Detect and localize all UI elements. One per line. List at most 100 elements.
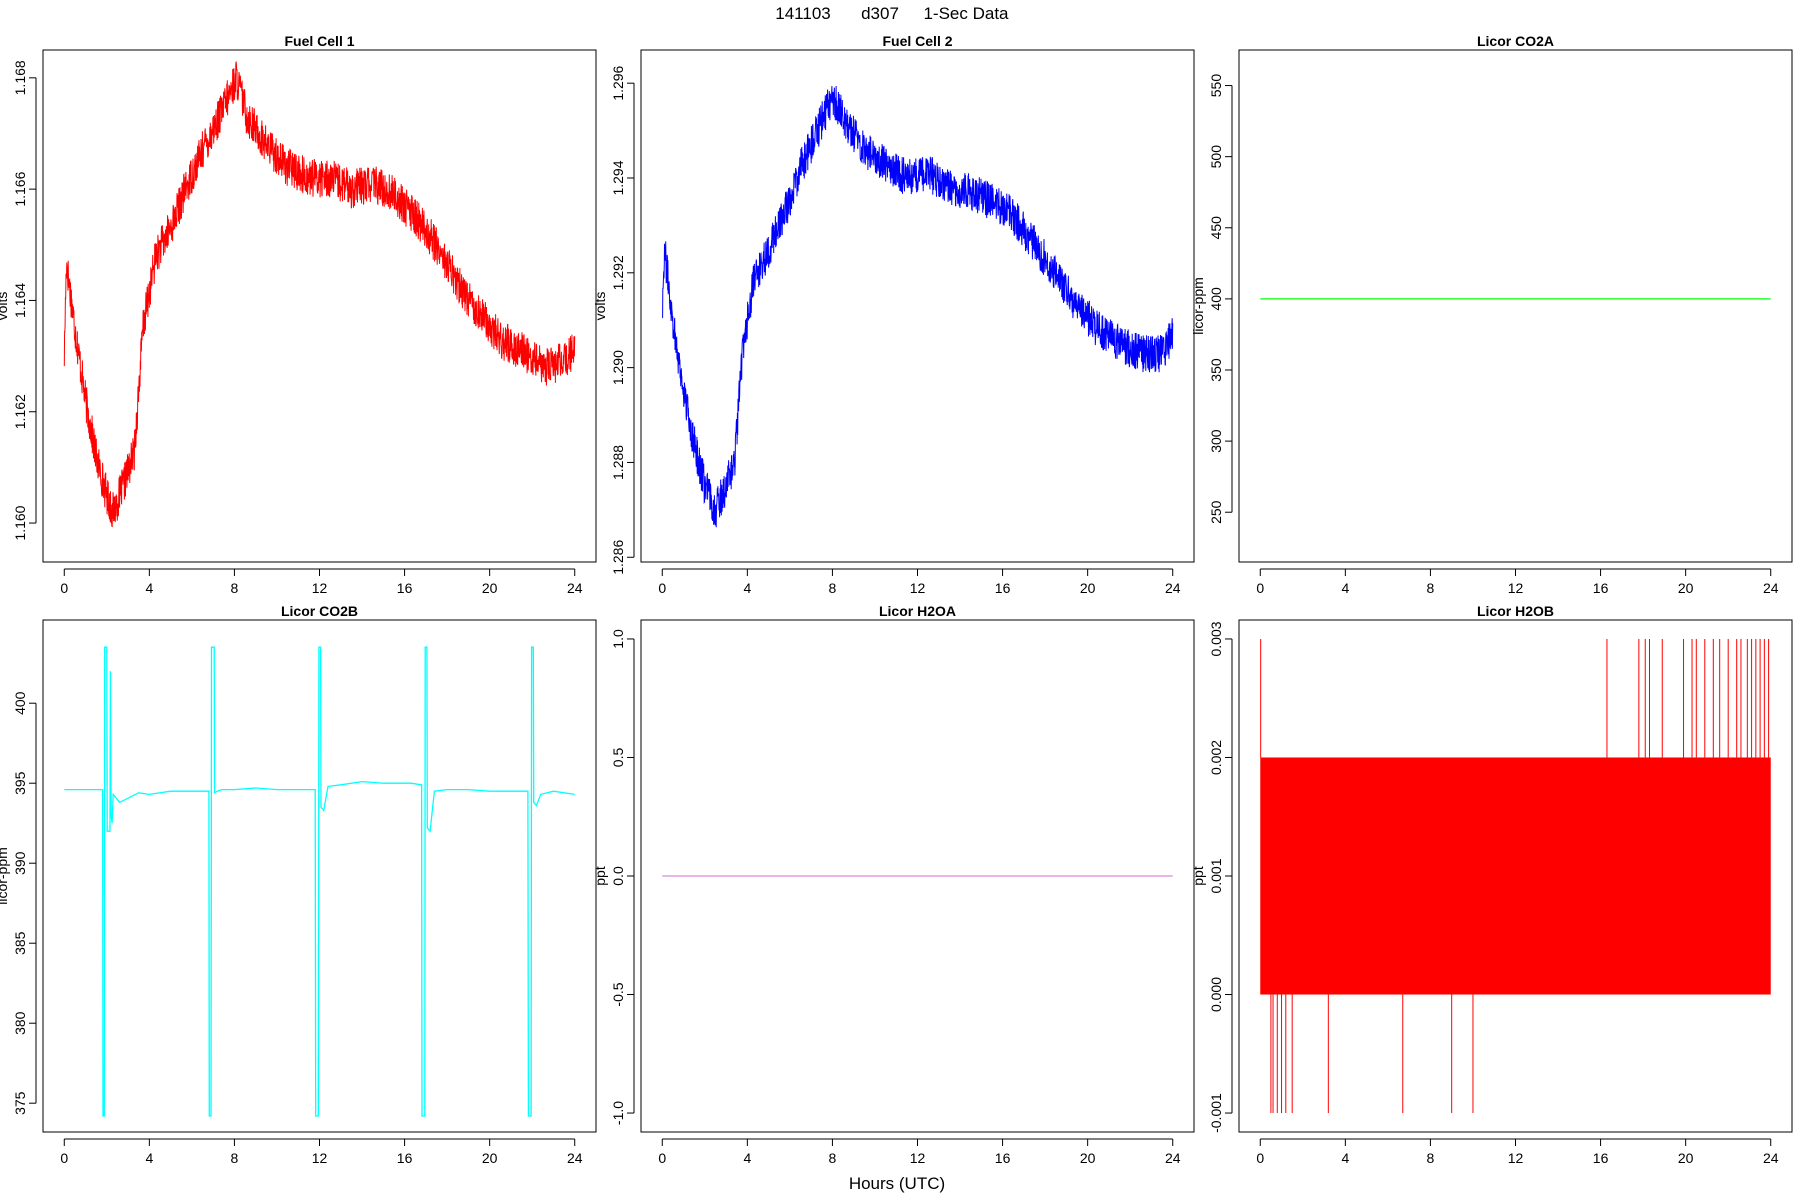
y-tick-label: 385 [12, 931, 28, 955]
y-tick-label: 350 [1208, 358, 1224, 382]
panel-title: Licor CO2B [281, 603, 358, 619]
x-tick-label: 12 [910, 1150, 926, 1166]
x-tick-label: 4 [743, 1150, 751, 1166]
title-day: d307 [861, 4, 899, 23]
panel-6: Licor H2OB ppt 0 4 8 12 16 20 24 -0.001 0.000 0.001… [1190, 603, 1793, 1166]
x-tick-label: 4 [145, 1150, 153, 1166]
y-tick-label: 450 [1208, 216, 1224, 240]
x-tick-label: 20 [1678, 580, 1694, 596]
x-tick-label: 0 [658, 1150, 666, 1166]
y-tick-label: 395 [12, 771, 28, 795]
y-tick-label: 500 [1208, 145, 1224, 169]
y-tick-label: 1.286 [610, 540, 626, 575]
x-tick-label: 12 [1508, 1150, 1524, 1166]
y-axis-label: ppt [1190, 866, 1206, 886]
plot-frame [1238, 619, 1793, 1133]
x-tick-label: 8 [231, 580, 239, 596]
x-tick-label: 24 [1763, 1150, 1779, 1166]
panel-title: Licor H2OA [879, 603, 956, 619]
x-tick-label: 0 [658, 580, 666, 596]
y-tick-label: -0.5 [610, 982, 626, 1006]
y-tick-label: 1.162 [12, 394, 28, 429]
panel-title: Fuel Cell 2 [882, 33, 952, 49]
x-tick-label: 0 [60, 580, 68, 596]
y-tick-label: -1.0 [610, 1101, 626, 1125]
y-tick-label: -0.001 [1208, 1093, 1224, 1133]
x-tick-label: 20 [1678, 1150, 1694, 1166]
x-tick-label: 24 [567, 580, 583, 596]
plot-frame [640, 49, 1195, 563]
y-tick-label: 400 [1208, 287, 1224, 311]
y-tick-label: 1.296 [610, 65, 626, 100]
y-tick-label: 380 [12, 1011, 28, 1035]
series-block [1260, 757, 1771, 876]
x-tick-label: 12 [312, 580, 328, 596]
y-tick-label: 1.166 [12, 171, 28, 206]
y-tick-label: 1.160 [12, 505, 28, 540]
y-tick-label: 1.164 [12, 283, 28, 318]
series-line [63, 61, 576, 528]
series-line [64, 646, 575, 1117]
x-tick-label: 0 [1256, 1150, 1264, 1166]
x-tick-label: 12 [1508, 580, 1524, 596]
plot-frame [1238, 49, 1793, 563]
x-tick-label: 20 [1080, 580, 1096, 596]
panel-2: Fuel Cell 2 volts 0 4 8 12 16 20 24 1.286 1.288 1.2… [592, 33, 1195, 596]
x-tick-label: 0 [1256, 580, 1264, 596]
y-tick-label: 250 [1208, 500, 1224, 524]
y-tick-label: 1.168 [12, 60, 28, 95]
y-axis-label: ppt [592, 866, 608, 886]
plot-frame [42, 49, 597, 563]
series-layer [1260, 638, 1771, 1114]
x-tick-label: 20 [1080, 1150, 1096, 1166]
x-tick-label: 4 [1341, 1150, 1349, 1166]
panel-5: Licor H2OA ppt 0 4 8 12 16 20 24 -1.0 -0.5 0.0 0.5 1.… [592, 603, 1195, 1166]
figure-title: 141103 d307 1-Sec Data [775, 4, 1009, 23]
x-tick-label: 16 [995, 1150, 1011, 1166]
y-tick-label: 0.5 [610, 748, 626, 768]
x-tick-label: 8 [231, 1150, 239, 1166]
series-line [661, 85, 1174, 528]
series-block [1260, 876, 1771, 995]
x-tick-label: 20 [482, 1150, 498, 1166]
y-axis-label: licor-ppm [0, 847, 10, 905]
y-tick-label: 0.0 [610, 866, 626, 886]
y-tick-label: 1.292 [610, 255, 626, 290]
x-tick-label: 8 [829, 580, 837, 596]
x-tick-label: 16 [1593, 580, 1609, 596]
y-tick-label: 0.003 [1208, 621, 1224, 656]
x-tick-label: 16 [397, 1150, 413, 1166]
x-tick-label: 16 [1593, 1150, 1609, 1166]
y-tick-label: 1.288 [610, 445, 626, 480]
panel-3: Licor CO2A licor-ppm 0 4 8 12 16 20 24 250 300 350 4… [1190, 33, 1793, 596]
x-tick-label: 8 [1427, 580, 1435, 596]
x-tick-label: 24 [1763, 580, 1779, 596]
x-tick-label: 12 [312, 1150, 328, 1166]
panel-4: Licor CO2B licor-ppm 0 4 8 12 16 20 24 375 380 385 3… [0, 603, 597, 1166]
y-tick-label: 0.002 [1208, 740, 1224, 775]
y-tick-label: 0.000 [1208, 977, 1224, 1012]
x-tick-label: 20 [482, 580, 498, 596]
y-axis-label: licor-ppm [1190, 277, 1206, 335]
series-layer [661, 85, 1174, 528]
y-tick-label: 550 [1208, 74, 1224, 98]
x-tick-label: 4 [1341, 580, 1349, 596]
series-layer [63, 61, 576, 528]
x-tick-label: 4 [145, 580, 153, 596]
y-tick-label: 400 [12, 691, 28, 715]
x-tick-label: 12 [910, 580, 926, 596]
y-tick-label: 390 [12, 851, 28, 875]
y-tick-label: 375 [12, 1091, 28, 1115]
x-tick-label: 24 [567, 1150, 583, 1166]
x-tick-label: 0 [60, 1150, 68, 1166]
x-tick-label: 24 [1165, 580, 1181, 596]
x-tick-label: 16 [397, 580, 413, 596]
series-layer [64, 646, 575, 1117]
y-tick-label: 0.001 [1208, 858, 1224, 893]
panel-1: Fuel Cell 1 volts 0 4 8 12 16 20 24 1.160 1.162 1.1… [0, 33, 597, 596]
title-date: 141103 [775, 4, 830, 23]
panel-title: Licor H2OB [1477, 603, 1554, 619]
x-axis-label: Hours (UTC) [849, 1174, 945, 1193]
x-tick-label: 8 [829, 1150, 837, 1166]
